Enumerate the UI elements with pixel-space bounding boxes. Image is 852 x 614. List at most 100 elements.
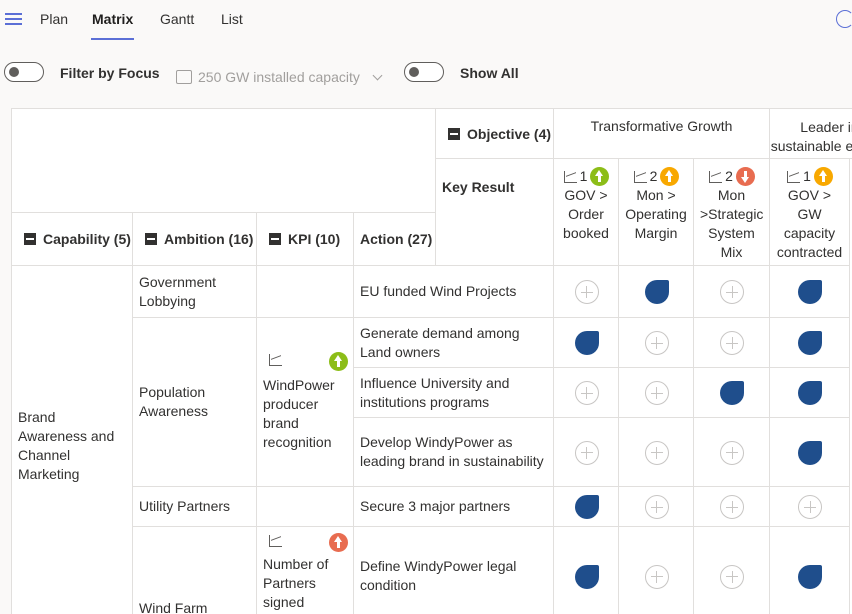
header-corner — [12, 109, 436, 213]
action-cell: Influence University and institutions pr… — [354, 368, 554, 418]
trend-icon — [268, 535, 282, 547]
matrix-cell[interactable] — [554, 368, 619, 418]
kpi-partners-signed[interactable]: Number of Partners signed — [257, 527, 354, 614]
status-up-icon — [329, 352, 348, 371]
trend-icon — [268, 354, 282, 366]
matrix-cell[interactable] — [554, 318, 619, 368]
status-up-icon — [660, 167, 680, 186]
capacity-value: 250 GW installed capacity — [198, 69, 360, 85]
add-link-icon[interactable] — [574, 381, 599, 405]
tab-matrix[interactable]: Matrix — [92, 11, 134, 27]
matrix-cell[interactable] — [770, 487, 850, 527]
collapse-ambition-icon[interactable] — [145, 233, 157, 245]
matrix-cell[interactable] — [694, 266, 770, 318]
add-link-icon[interactable] — [644, 381, 669, 405]
linked-marker-icon[interactable] — [574, 331, 599, 355]
add-link-icon[interactable] — [574, 280, 599, 304]
tab-list[interactable]: List — [221, 11, 243, 27]
matrix-cell[interactable] — [770, 266, 850, 318]
collapse-capability-icon[interactable] — [24, 233, 36, 245]
action-label: EU funded Wind Projects — [360, 283, 517, 299]
collapse-objective-icon[interactable] — [448, 127, 460, 140]
add-link-icon[interactable] — [720, 440, 744, 465]
add-link-icon[interactable] — [644, 564, 669, 589]
matrix-cell[interactable] — [554, 487, 619, 527]
matrix-cell[interactable] — [770, 527, 850, 614]
matrix-cell[interactable] — [619, 487, 694, 527]
ambition-wind-farm: Wind Farm — [133, 527, 257, 614]
add-link-icon[interactable] — [720, 564, 744, 589]
key-result-3[interactable]: 1 GOV > GW capacity contracted — [770, 159, 850, 266]
add-link-icon[interactable] — [720, 331, 744, 355]
matrix-cell[interactable] — [770, 368, 850, 418]
linked-marker-icon[interactable] — [798, 331, 822, 355]
chevron-down-icon — [372, 70, 383, 80]
linked-marker-icon[interactable] — [644, 280, 669, 304]
matrix-cell[interactable] — [619, 318, 694, 368]
show-all-toggle[interactable] — [404, 62, 444, 82]
linked-marker-icon[interactable] — [574, 495, 599, 519]
trend-icon — [786, 170, 801, 183]
capacity-dropdown[interactable]: 250 GW installed capacity — [176, 69, 383, 85]
matrix-cell[interactable] — [694, 418, 770, 487]
add-link-icon[interactable] — [644, 440, 669, 465]
matrix-cell[interactable] — [694, 527, 770, 614]
matrix-cell[interactable] — [694, 368, 770, 418]
action-cell: EU funded Wind Projects — [354, 266, 554, 318]
key-result-0[interactable]: 1 GOV > Order booked — [554, 159, 619, 266]
linked-marker-icon[interactable] — [720, 381, 744, 405]
linked-marker-icon[interactable] — [798, 280, 822, 304]
action-label: Define WindyPower legal condition — [360, 558, 517, 593]
capability-header[interactable]: Capability (5) — [12, 213, 133, 266]
action-cell: Secure 3 major partners — [354, 487, 554, 527]
matrix-cell[interactable] — [554, 266, 619, 318]
matrix-cell[interactable] — [619, 527, 694, 614]
matrix-cell[interactable] — [619, 266, 694, 318]
key-result-1[interactable]: 2 Mon > Operating Margin — [619, 159, 694, 266]
matrix-cell[interactable] — [694, 318, 770, 368]
add-link-icon[interactable] — [644, 495, 669, 519]
capability-cell: Brand Awareness and Channel Marketing — [12, 266, 133, 614]
matrix-cell[interactable] — [770, 318, 850, 368]
linked-marker-icon[interactable] — [574, 564, 599, 589]
objective-header[interactable]: Objective (4) — [436, 109, 554, 159]
objective-leader-sustainable: Leader in sustainable energy — [770, 109, 852, 159]
hamburger-menu-icon[interactable] — [5, 13, 23, 25]
add-link-icon[interactable] — [720, 495, 744, 519]
kpi-windpower-brand[interactable]: WindPower producer brand recognition — [257, 318, 354, 487]
add-link-icon[interactable] — [644, 331, 669, 355]
kpi-header[interactable]: KPI (10) — [257, 213, 354, 266]
kpi-empty — [257, 266, 354, 318]
tab-gantt[interactable]: Gantt — [160, 11, 195, 27]
action-cell: Generate demand among Land owners — [354, 318, 554, 368]
refresh-icon[interactable] — [836, 10, 852, 28]
action-label: Influence University and institutions pr… — [360, 374, 510, 410]
status-down-icon — [735, 167, 755, 186]
status-up-icon — [329, 533, 348, 552]
filter-by-focus-toggle[interactable] — [4, 62, 44, 82]
collapse-kpi-icon[interactable] — [269, 233, 281, 245]
kpi-empty — [257, 487, 354, 527]
capacity-icon — [176, 70, 192, 84]
matrix-cell[interactable] — [770, 418, 850, 487]
matrix-cell[interactable] — [554, 418, 619, 487]
filter-by-focus-label: Filter by Focus — [60, 65, 160, 81]
linked-marker-icon[interactable] — [798, 440, 822, 465]
add-link-icon[interactable] — [798, 495, 822, 519]
matrix-cell[interactable] — [554, 527, 619, 614]
active-tab-indicator — [91, 38, 134, 40]
key-result-2[interactable]: 2 Mon >Strategic System Mix — [694, 159, 770, 266]
matrix-grid: Objective (4) Transformative Growth Lead… — [11, 108, 852, 614]
linked-marker-icon[interactable] — [798, 381, 822, 405]
tab-plan[interactable]: Plan — [40, 11, 69, 27]
matrix-cell[interactable] — [619, 418, 694, 487]
linked-marker-icon[interactable] — [798, 564, 822, 589]
add-link-icon[interactable] — [720, 280, 744, 304]
action-label: Secure 3 major partners — [360, 498, 511, 514]
action-cell: Define WindyPower legal condition — [354, 527, 554, 614]
add-link-icon[interactable] — [574, 440, 599, 465]
objective-transformative-growth: Transformative Growth — [554, 109, 770, 159]
matrix-cell[interactable] — [694, 487, 770, 527]
ambition-header[interactable]: Ambition (16) — [133, 213, 257, 266]
matrix-cell[interactable] — [619, 368, 694, 418]
